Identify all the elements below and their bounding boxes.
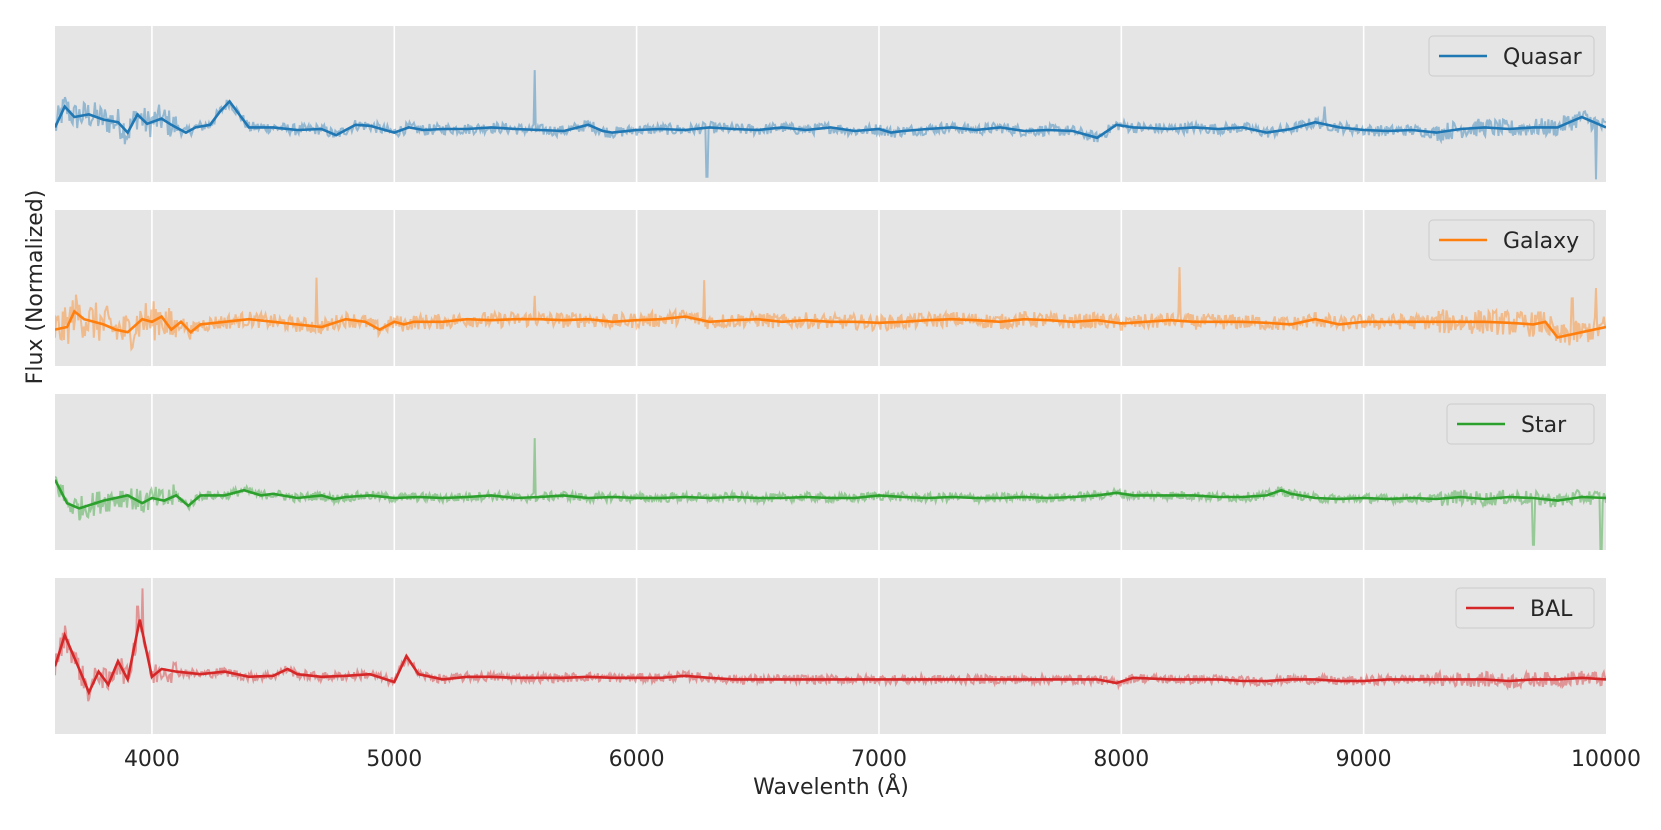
series-line-quasar bbox=[55, 99, 1606, 140]
panel-quasar: Quasar bbox=[55, 26, 1606, 182]
legend-label: Quasar bbox=[1503, 45, 1583, 70]
x-tick-label: 5000 bbox=[366, 747, 422, 772]
series-line-galaxy bbox=[55, 309, 1606, 339]
series-line-bal bbox=[55, 619, 1606, 696]
y-axis-label: Flux (Normalized) bbox=[23, 190, 48, 385]
x-tick-label: 9000 bbox=[1336, 747, 1392, 772]
series-line-star bbox=[55, 479, 1606, 510]
panel-background bbox=[55, 26, 1606, 182]
legend-label: BAL bbox=[1530, 597, 1573, 622]
panels-layer: Quasar Galaxy Star BAL bbox=[55, 26, 1606, 734]
legend-label: Star bbox=[1521, 413, 1567, 438]
legend-star: Star bbox=[1446, 403, 1595, 445]
x-tick-label: 8000 bbox=[1093, 747, 1149, 772]
legend-galaxy: Galaxy bbox=[1428, 219, 1595, 261]
panel-background bbox=[55, 210, 1606, 366]
x-tick-label: 6000 bbox=[609, 747, 665, 772]
raw-spectrum-bal bbox=[55, 588, 1606, 702]
legend-quasar: Quasar bbox=[1428, 35, 1595, 77]
x-axis: 4000 5000 6000 7000 8000 9000 10000 bbox=[124, 747, 1641, 772]
x-axis-label: Wavelenth (Å) bbox=[753, 773, 909, 800]
x-tick-label: 10000 bbox=[1571, 747, 1641, 772]
raw-spectrum-galaxy bbox=[55, 267, 1606, 352]
legend-label: Galaxy bbox=[1503, 229, 1579, 254]
panel-background bbox=[55, 394, 1606, 550]
panel-galaxy: Galaxy bbox=[55, 210, 1606, 366]
x-tick-label: 7000 bbox=[851, 747, 907, 772]
panel-background bbox=[55, 578, 1606, 734]
panel-star: Star bbox=[55, 394, 1606, 550]
legend-bal: BAL bbox=[1455, 587, 1595, 629]
panel-bal: BAL bbox=[55, 578, 1606, 734]
x-tick-label: 4000 bbox=[124, 747, 180, 772]
